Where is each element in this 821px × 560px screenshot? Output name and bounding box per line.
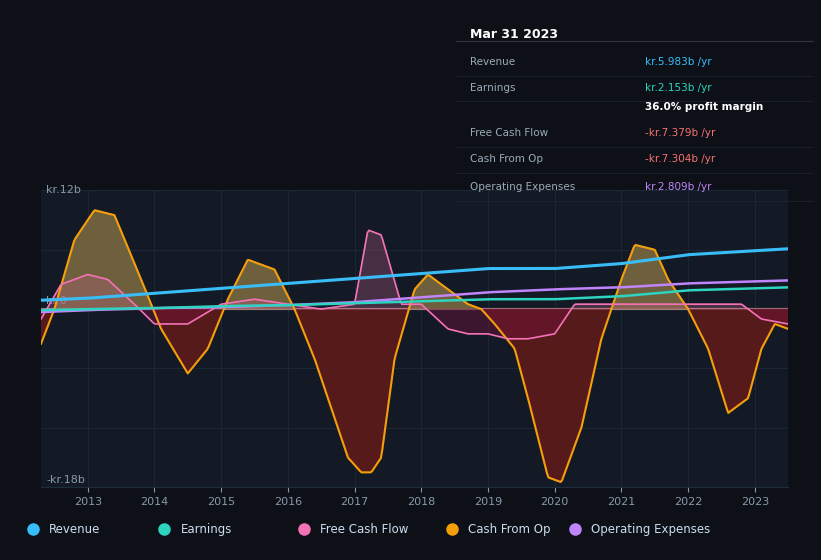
Text: kr.2.809b /yr: kr.2.809b /yr: [645, 182, 712, 192]
Text: 36.0% profit margin: 36.0% profit margin: [645, 102, 764, 113]
Text: Earnings: Earnings: [470, 82, 516, 92]
Text: Operating Expenses: Operating Expenses: [470, 182, 576, 192]
Text: kr.2.153b /yr: kr.2.153b /yr: [645, 82, 712, 92]
Text: Earnings: Earnings: [181, 522, 232, 536]
Text: Free Cash Flow: Free Cash Flow: [470, 128, 548, 138]
Text: Free Cash Flow: Free Cash Flow: [320, 522, 409, 536]
Text: -kr.7.379b /yr: -kr.7.379b /yr: [645, 128, 715, 138]
Text: kr.5.983b /yr: kr.5.983b /yr: [645, 57, 712, 67]
Text: -kr.18b: -kr.18b: [46, 475, 85, 485]
Text: Cash From Op: Cash From Op: [470, 154, 543, 164]
Text: kr.12b: kr.12b: [46, 185, 81, 195]
Text: -kr.7.304b /yr: -kr.7.304b /yr: [645, 154, 715, 164]
Text: Revenue: Revenue: [470, 57, 515, 67]
Text: Operating Expenses: Operating Expenses: [591, 522, 710, 536]
Text: kr.0: kr.0: [46, 296, 67, 306]
Text: Cash From Op: Cash From Op: [468, 522, 550, 536]
Text: Revenue: Revenue: [49, 522, 101, 536]
Text: Mar 31 2023: Mar 31 2023: [470, 28, 558, 41]
